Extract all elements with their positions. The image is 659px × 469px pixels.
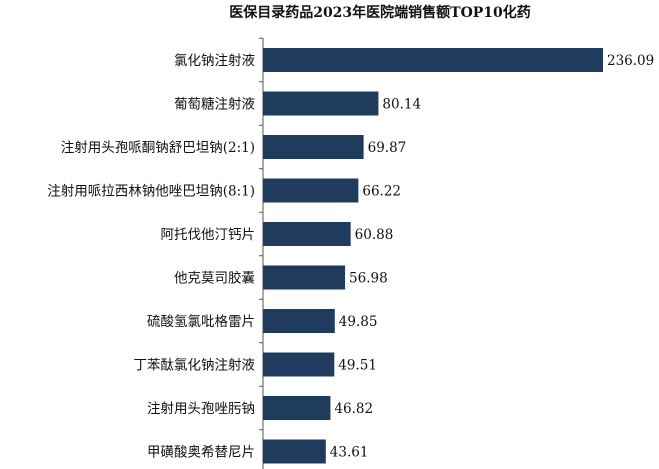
bar-7 bbox=[263, 309, 335, 333]
category-label-8: 丁苯酞氯化钠注射液 bbox=[134, 358, 256, 374]
value-label-3: 69.87 bbox=[368, 140, 407, 156]
bar-9 bbox=[263, 396, 331, 420]
value-label-5: 60.88 bbox=[355, 227, 394, 243]
value-label-1: 236.09 bbox=[607, 53, 654, 69]
value-label-7: 49.85 bbox=[339, 314, 378, 330]
category-label-7: 硫酸氢氯吡格雷片 bbox=[147, 314, 255, 330]
bar-6 bbox=[263, 265, 346, 290]
bar-4 bbox=[263, 178, 359, 203]
category-label-4: 注射用哌拉西林钠他唑巴坦钠(8:1) bbox=[47, 183, 255, 200]
bar-2 bbox=[263, 91, 379, 116]
value-label-2: 80.14 bbox=[382, 97, 421, 113]
category-label-6: 他克莫司胶囊 bbox=[174, 270, 255, 287]
bars-group: 氯化钠注射液 236.09 葡萄糖注射液 80.14 注射用头孢哌酮钠舒巴坦钠(2:1)… bbox=[47, 37, 654, 464]
category-label-3: 注射用头孢哌酮钠舒巴坦钠(2:1) bbox=[61, 139, 255, 156]
category-label-9: 注射用头孢唑肟钠 bbox=[147, 401, 255, 417]
bar-3 bbox=[263, 135, 364, 159]
bar-10 bbox=[263, 439, 326, 464]
value-label-9: 46.82 bbox=[334, 401, 373, 417]
bar-8 bbox=[263, 352, 335, 377]
value-label-10: 43.61 bbox=[330, 445, 369, 461]
chart-title: 医保目录药品2023年医院端销售额TOP10化药 bbox=[229, 4, 531, 21]
bar-5 bbox=[263, 222, 351, 246]
category-label-1: 氯化钠注射液 bbox=[174, 53, 255, 69]
value-label-6: 56.98 bbox=[349, 271, 388, 287]
category-label-2: 葡萄糖注射液 bbox=[174, 97, 255, 113]
category-label-5: 阿托伐他汀钙片 bbox=[161, 227, 256, 243]
bar-1 bbox=[263, 48, 603, 72]
value-label-4: 66.22 bbox=[362, 184, 401, 200]
value-label-8: 49.51 bbox=[338, 358, 377, 374]
category-label-10: 甲磺酸奥希替尼片 bbox=[147, 444, 255, 461]
